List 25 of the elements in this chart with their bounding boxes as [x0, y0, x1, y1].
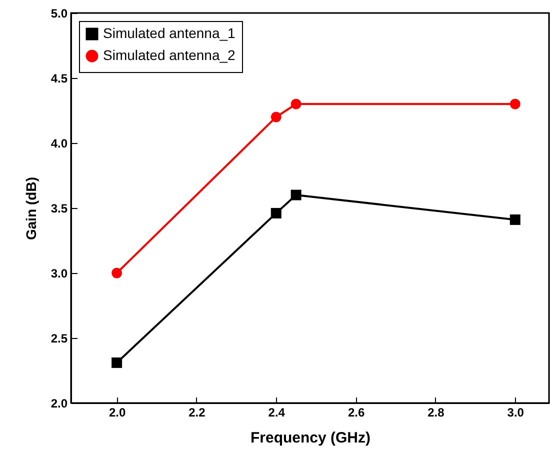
point — [112, 268, 122, 278]
point — [270, 112, 282, 122]
y-tick-label: 4.5 — [50, 72, 68, 86]
point — [510, 214, 520, 225]
y-tick-label: 4.0 — [50, 136, 68, 150]
point — [112, 357, 122, 368]
x-tick-label: 2.2 — [188, 406, 206, 420]
legend-label: Simulated antenna_1 — [103, 25, 236, 41]
legend-label: Simulated antenna_2 — [103, 47, 236, 63]
point — [510, 98, 520, 110]
y-tick-label: 2.0 — [50, 396, 68, 410]
y-tick-label: 5.0 — [50, 6, 68, 20]
x-tick-label: 2.0 — [108, 406, 126, 420]
y-tick-label: 3.5 — [50, 202, 68, 216]
point — [290, 98, 302, 110]
x-tick-label: 3.0 — [507, 406, 524, 420]
point — [270, 208, 282, 218]
x-tick-label: 2.4 — [268, 406, 286, 420]
y-tick-label: 3.0 — [50, 266, 68, 280]
y-tick-label: 2.5 — [50, 332, 68, 346]
y-axis-title: Gain (dB) — [22, 177, 39, 240]
x-tick-label: 2.8 — [428, 406, 445, 420]
x-axis-title: Frequency (GHz) — [250, 430, 371, 446]
x-tick-label: 2.6 — [348, 406, 365, 420]
point — [290, 190, 302, 200]
